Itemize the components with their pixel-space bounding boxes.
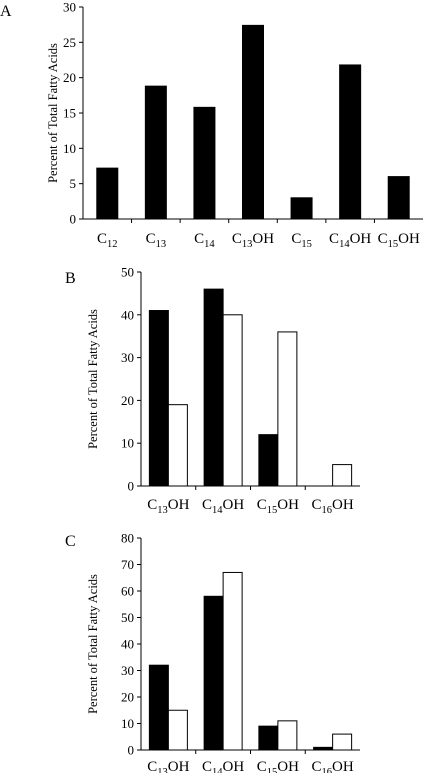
y-tick-label-c-0: 0 [128,743,135,758]
bar-c-s1-c3 [332,733,353,751]
y-tick-label-a-2: 10 [63,141,76,156]
bar-b-s1-c0 [167,404,188,487]
panel-b: B 0 10 20 30 40 50 Percent of Total Fatty Acid… [65,265,360,516]
y-tick-label-a-0: 0 [70,212,77,227]
x-tick-label-c-1: C14OH [202,759,244,773]
y-tick-label-a-4: 20 [63,70,76,85]
y-tick-label-c-5: 50 [121,610,134,625]
y-tick-label-b-4: 40 [121,307,134,322]
panel-c: C 0 10 20 30 40 50 60 70 80 Percent of Total Fatt… [65,531,360,773]
y-axis-label-c: Percent of Total Fatty Acids [86,574,100,714]
x-tick-label-a-1: C13 [146,231,167,250]
bar-b-s1-c1 [222,314,243,487]
x-tick-label-c-2: C15OH [257,759,299,773]
bar-c-s1-c0 [167,709,188,751]
panel-a: A 0 5 10 15 20 25 30 Percent of Total Fatty Aci… [0,0,423,250]
bar-a-s0-c4 [290,197,313,220]
y-tick-label-a-6: 30 [63,0,76,15]
y-tick-label-b-0: 0 [128,479,135,494]
y-tick-label-c-7: 70 [121,557,134,572]
y-tick-label-a-3: 15 [63,106,76,121]
bar-a-s0-c6 [387,176,410,220]
y-tick-label-b-1: 10 [121,436,134,451]
y-tick-label-a-5: 25 [63,35,76,50]
panel-letter-c: C [65,533,76,550]
bar-c-s0-c0 [148,664,169,751]
y-tick-label-c-6: 60 [121,584,134,599]
bar-a-s0-c2 [193,106,216,220]
x-tick-label-b-0: C13OH [147,497,189,516]
bar-c-s1-c1 [222,571,243,751]
bar-b-s1-c2 [277,331,298,487]
x-tick-label-a-5: C14OH [329,231,371,250]
x-tick-label-a-3: C13OH [232,231,274,250]
x-tick-label-a-4: C15 [291,231,312,250]
y-tick-label-b-5: 50 [121,265,134,280]
x-tick-label-a-2: C14 [194,231,215,250]
y-axis-label-a: Percent of Total Fatty Acids [46,43,60,183]
panel-letter-b: B [65,270,76,287]
y-tick-label-c-2: 20 [121,690,134,705]
bar-c-s0-c1 [203,595,224,751]
y-tick-label-c-3: 30 [121,663,134,678]
bar-a-s0-c5 [339,64,362,220]
bar-c-s1-c2 [277,720,298,751]
bar-a-s0-c3 [242,24,264,220]
x-tick-label-a-0: C12 [97,231,118,250]
bar-b-s0-c2 [258,434,279,487]
bar-a-s0-c1 [144,85,167,220]
y-tick-label-b-3: 30 [121,350,134,365]
x-tick-label-b-3: C16OH [312,497,354,516]
y-tick-label-a-1: 5 [70,176,77,191]
bar-a-s0-c0 [96,167,119,220]
bar-b-s1-c3 [332,464,353,487]
y-tick-label-c-1: 10 [121,716,134,731]
bar-b-s0-c0 [148,310,169,487]
x-tick-label-b-1: C14OH [202,497,244,516]
y-axis-label-b: Percent of Total Fatty Acids [86,309,100,449]
bar-c-s0-c3 [313,746,334,751]
y-tick-label-c-8: 80 [121,531,134,546]
y-tick-label-b-2: 20 [121,393,134,408]
x-tick-label-c-3: C16OH [312,759,354,773]
y-tick-label-c-4: 40 [121,637,134,652]
x-tick-label-b-2: C15OH [257,497,299,516]
panel-letter-a: A [0,3,12,20]
bar-b-s0-c1 [203,288,224,487]
x-tick-label-a-6: C15OH [378,231,420,250]
x-tick-label-c-0: C13OH [147,759,189,773]
bar-c-s0-c2 [258,725,279,751]
